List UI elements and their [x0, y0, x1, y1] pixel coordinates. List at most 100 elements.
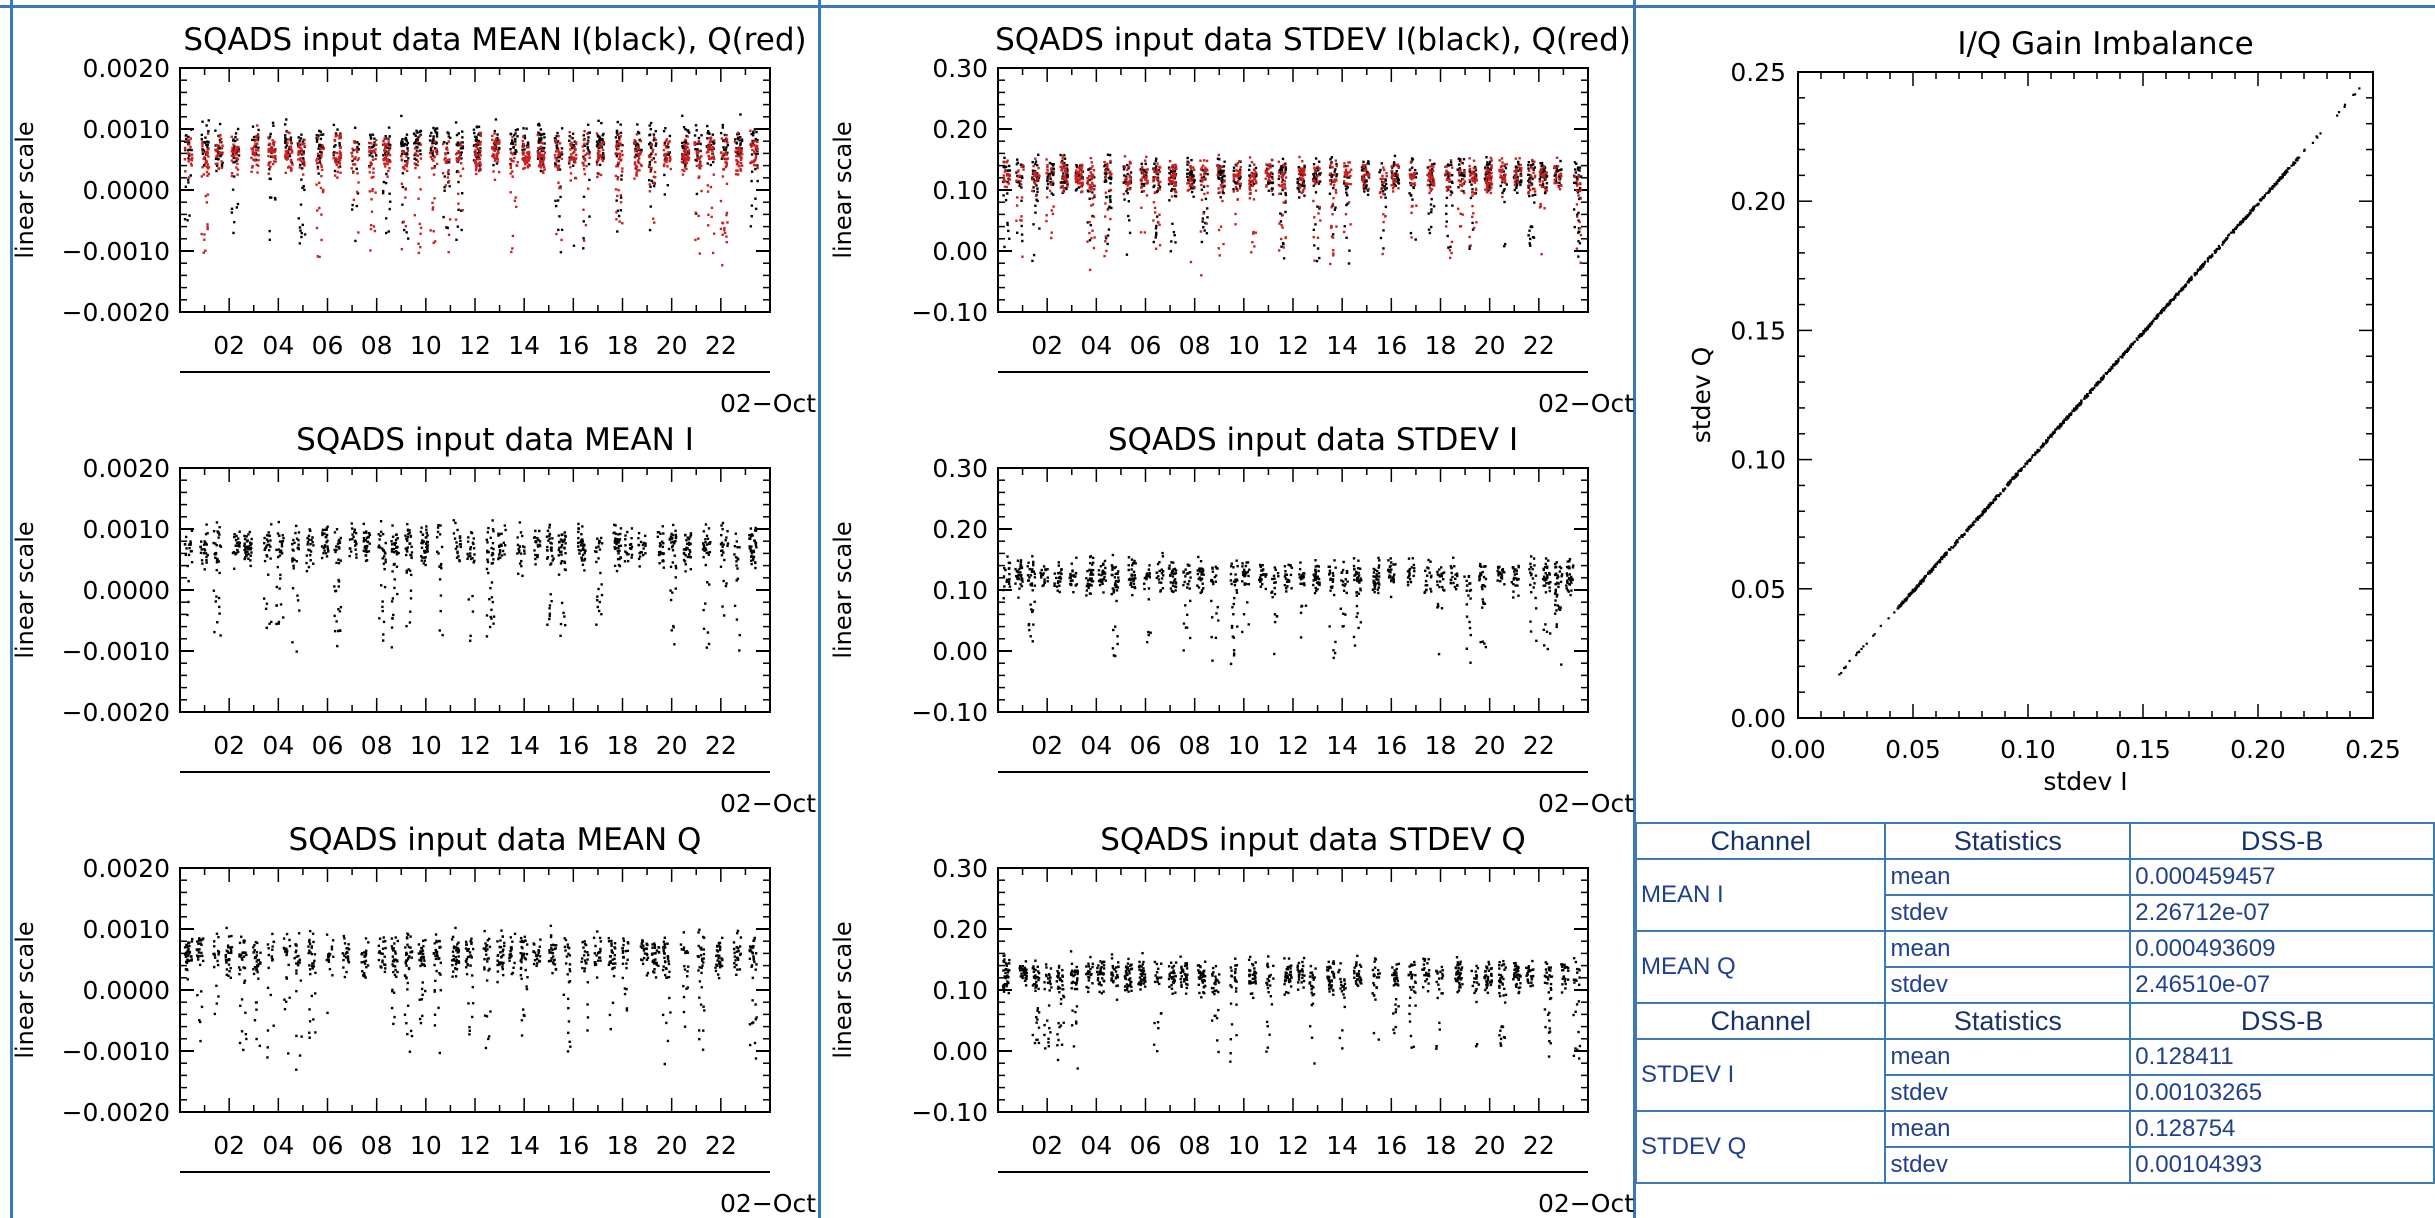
- data-point: [405, 160, 409, 163]
- data-point: [206, 174, 209, 177]
- data-point: [736, 169, 740, 172]
- data-point: [582, 237, 585, 240]
- data-point: [200, 138, 204, 141]
- data-point: [431, 149, 435, 153]
- data-point: [461, 141, 464, 144]
- data-point: [684, 164, 687, 168]
- data-point: [320, 213, 323, 216]
- data-point: [557, 164, 561, 167]
- data-point: [582, 157, 586, 160]
- data-point: [1382, 168, 1386, 172]
- data-point: [1075, 187, 1079, 191]
- data-point: [536, 133, 539, 137]
- data-point: [206, 223, 209, 226]
- y-tick-label: 0.0010: [83, 115, 170, 144]
- data-point: [1528, 179, 1532, 183]
- data-point: [496, 160, 499, 164]
- data-point: [667, 141, 670, 144]
- data-point: [1284, 167, 1288, 171]
- data-point: [616, 176, 620, 179]
- data-point: [526, 156, 530, 159]
- data-point: [447, 250, 450, 254]
- data-point: [276, 532, 280, 535]
- data-point: [297, 136, 300, 139]
- data-point: [474, 145, 477, 148]
- data-point: [374, 191, 377, 194]
- data-point: [400, 155, 403, 158]
- data-point: [1430, 188, 1434, 191]
- data-point: [1005, 165, 1008, 168]
- data-point: [1171, 222, 1174, 226]
- data-point: [281, 534, 284, 537]
- data-point: [188, 543, 191, 546]
- data-point: [236, 544, 239, 547]
- data-point: [218, 612, 221, 615]
- data-point: [1003, 156, 1006, 160]
- data-point: [184, 170, 187, 173]
- data-point: [1022, 168, 1025, 171]
- data-point: [725, 139, 728, 143]
- data-point: [697, 139, 701, 143]
- data-point: [272, 124, 275, 127]
- data-point: [723, 139, 726, 143]
- data-point: [527, 153, 531, 157]
- data-point: [235, 206, 239, 209]
- data-point: [300, 148, 303, 151]
- data-point: [390, 550, 394, 553]
- data-point: [1429, 203, 1433, 206]
- data-point: [635, 171, 638, 174]
- data-point: [601, 148, 605, 152]
- data-point: [1158, 244, 1162, 247]
- data-point: [1078, 170, 1081, 173]
- data-point: [1578, 197, 1581, 201]
- data-point: [1486, 185, 1489, 189]
- data-point: [740, 150, 743, 153]
- data-point: [1556, 165, 1560, 168]
- data-point: [385, 172, 388, 176]
- data-point: [1200, 240, 1204, 244]
- data-point: [1223, 184, 1226, 188]
- data-point: [1382, 229, 1385, 232]
- data-point: [596, 175, 599, 179]
- data-point: [1471, 172, 1474, 175]
- data-point: [430, 131, 433, 135]
- data-point: [1066, 164, 1069, 167]
- data-point: [415, 154, 419, 157]
- data-point: [527, 157, 530, 161]
- data-point: [650, 152, 653, 155]
- data-point: [582, 134, 585, 137]
- data-point: [664, 155, 667, 158]
- chart-title: SQADS input data STDEV I(black), Q(red): [995, 22, 1631, 58]
- data-point: [404, 188, 408, 191]
- data-point: [543, 136, 546, 139]
- data-point: [367, 550, 371, 553]
- data-point: [1485, 181, 1489, 184]
- data-point: [1515, 186, 1518, 190]
- data-point: [402, 150, 405, 153]
- data-point: [750, 179, 753, 183]
- data-point: [459, 147, 463, 150]
- data-point: [588, 215, 591, 218]
- x-tick-label: 16: [557, 731, 589, 760]
- y-tick-label: −0.0010: [62, 637, 170, 666]
- data-point: [1104, 170, 1108, 173]
- data-point: [1513, 188, 1516, 192]
- data-point: [1541, 180, 1544, 183]
- data-point: [621, 153, 624, 157]
- data-point: [514, 132, 517, 135]
- data-point: [432, 241, 435, 245]
- data-point: [337, 608, 340, 611]
- data-point: [1408, 173, 1412, 176]
- data-point: [1503, 174, 1506, 177]
- data-point: [279, 573, 282, 577]
- data-point: [321, 190, 325, 194]
- data-point: [1064, 178, 1068, 181]
- y-tick-label: 0.0020: [83, 454, 170, 483]
- data-point: [1334, 159, 1338, 162]
- data-point: [1223, 160, 1226, 163]
- data-point: [307, 534, 311, 538]
- x-tick-label: 16: [1375, 331, 1407, 360]
- data-point: [1234, 212, 1237, 216]
- data-point: [637, 154, 641, 157]
- data-point: [275, 548, 278, 552]
